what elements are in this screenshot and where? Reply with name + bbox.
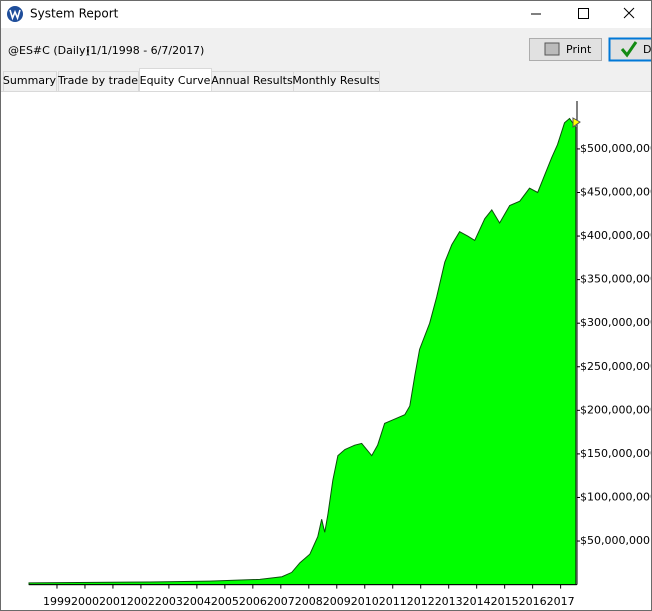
y-tick-label: $150,000,000 bbox=[580, 447, 652, 460]
tab-label[interactable]: Equity Curve bbox=[140, 74, 211, 87]
y-tick-label: $100,000,000 bbox=[580, 490, 652, 503]
x-tick-label: 2015 bbox=[491, 595, 519, 608]
x-tick-label: 2011 bbox=[379, 595, 407, 608]
app-icon-glyph bbox=[9, 9, 21, 21]
range-label: (1/1/1998 - 6/7/2017) bbox=[86, 44, 204, 57]
y-tick-label: $50,000,000 bbox=[580, 534, 650, 547]
ok-button-label[interactable]: D bbox=[643, 43, 651, 56]
window-title: System Report bbox=[30, 7, 119, 21]
printer-icon bbox=[544, 42, 560, 56]
close-button[interactable] bbox=[623, 7, 635, 19]
x-tick-label: 2005 bbox=[211, 595, 239, 608]
title-bar bbox=[0, 0, 652, 28]
tab-label[interactable]: Trade by trade bbox=[57, 74, 138, 87]
print-button-label[interactable]: Print bbox=[566, 43, 592, 56]
x-tick-label: 2002 bbox=[127, 595, 155, 608]
y-tick-label: $250,000,000 bbox=[580, 360, 652, 373]
x-tick-label: 2010 bbox=[351, 595, 379, 608]
tab-label[interactable]: Monthly Results bbox=[292, 74, 380, 87]
x-tick-label: 2017 bbox=[547, 595, 575, 608]
x-tick-label: 2007 bbox=[267, 595, 295, 608]
maximize-button[interactable] bbox=[578, 8, 589, 19]
x-tick-label: 2012 bbox=[407, 595, 435, 608]
y-tick-label: $500,000,000 bbox=[580, 142, 652, 155]
x-tick-label: 2008 bbox=[295, 595, 323, 608]
equity-area bbox=[28, 117, 577, 586]
y-tick-label: $300,000,000 bbox=[580, 316, 652, 329]
tab-label[interactable]: Summary bbox=[3, 74, 57, 87]
x-tick-label: 2006 bbox=[239, 595, 267, 608]
y-tick-label: $350,000,000 bbox=[580, 273, 652, 286]
x-tick-label: 1999 bbox=[43, 595, 71, 608]
y-tick-label: $400,000,000 bbox=[580, 229, 652, 242]
x-tick-label: 2016 bbox=[519, 595, 547, 608]
x-tick-label: 2009 bbox=[323, 595, 351, 608]
tab-label[interactable]: Annual Results bbox=[211, 74, 293, 87]
y-tick-label: $200,000,000 bbox=[580, 403, 652, 416]
x-tick-label: 2001 bbox=[99, 595, 127, 608]
check-icon bbox=[620, 41, 638, 58]
x-tick-label: 2004 bbox=[183, 595, 211, 608]
symbol-label: @ES#C (Daily) bbox=[8, 44, 90, 57]
last-point-marker bbox=[572, 117, 581, 128]
x-tick-label: 2003 bbox=[155, 595, 183, 608]
y-tick-label: $450,000,000 bbox=[580, 185, 652, 198]
x-tick-label: 2000 bbox=[71, 595, 99, 608]
x-tick-label: 2014 bbox=[463, 595, 491, 608]
x-tick-label: 2013 bbox=[435, 595, 463, 608]
